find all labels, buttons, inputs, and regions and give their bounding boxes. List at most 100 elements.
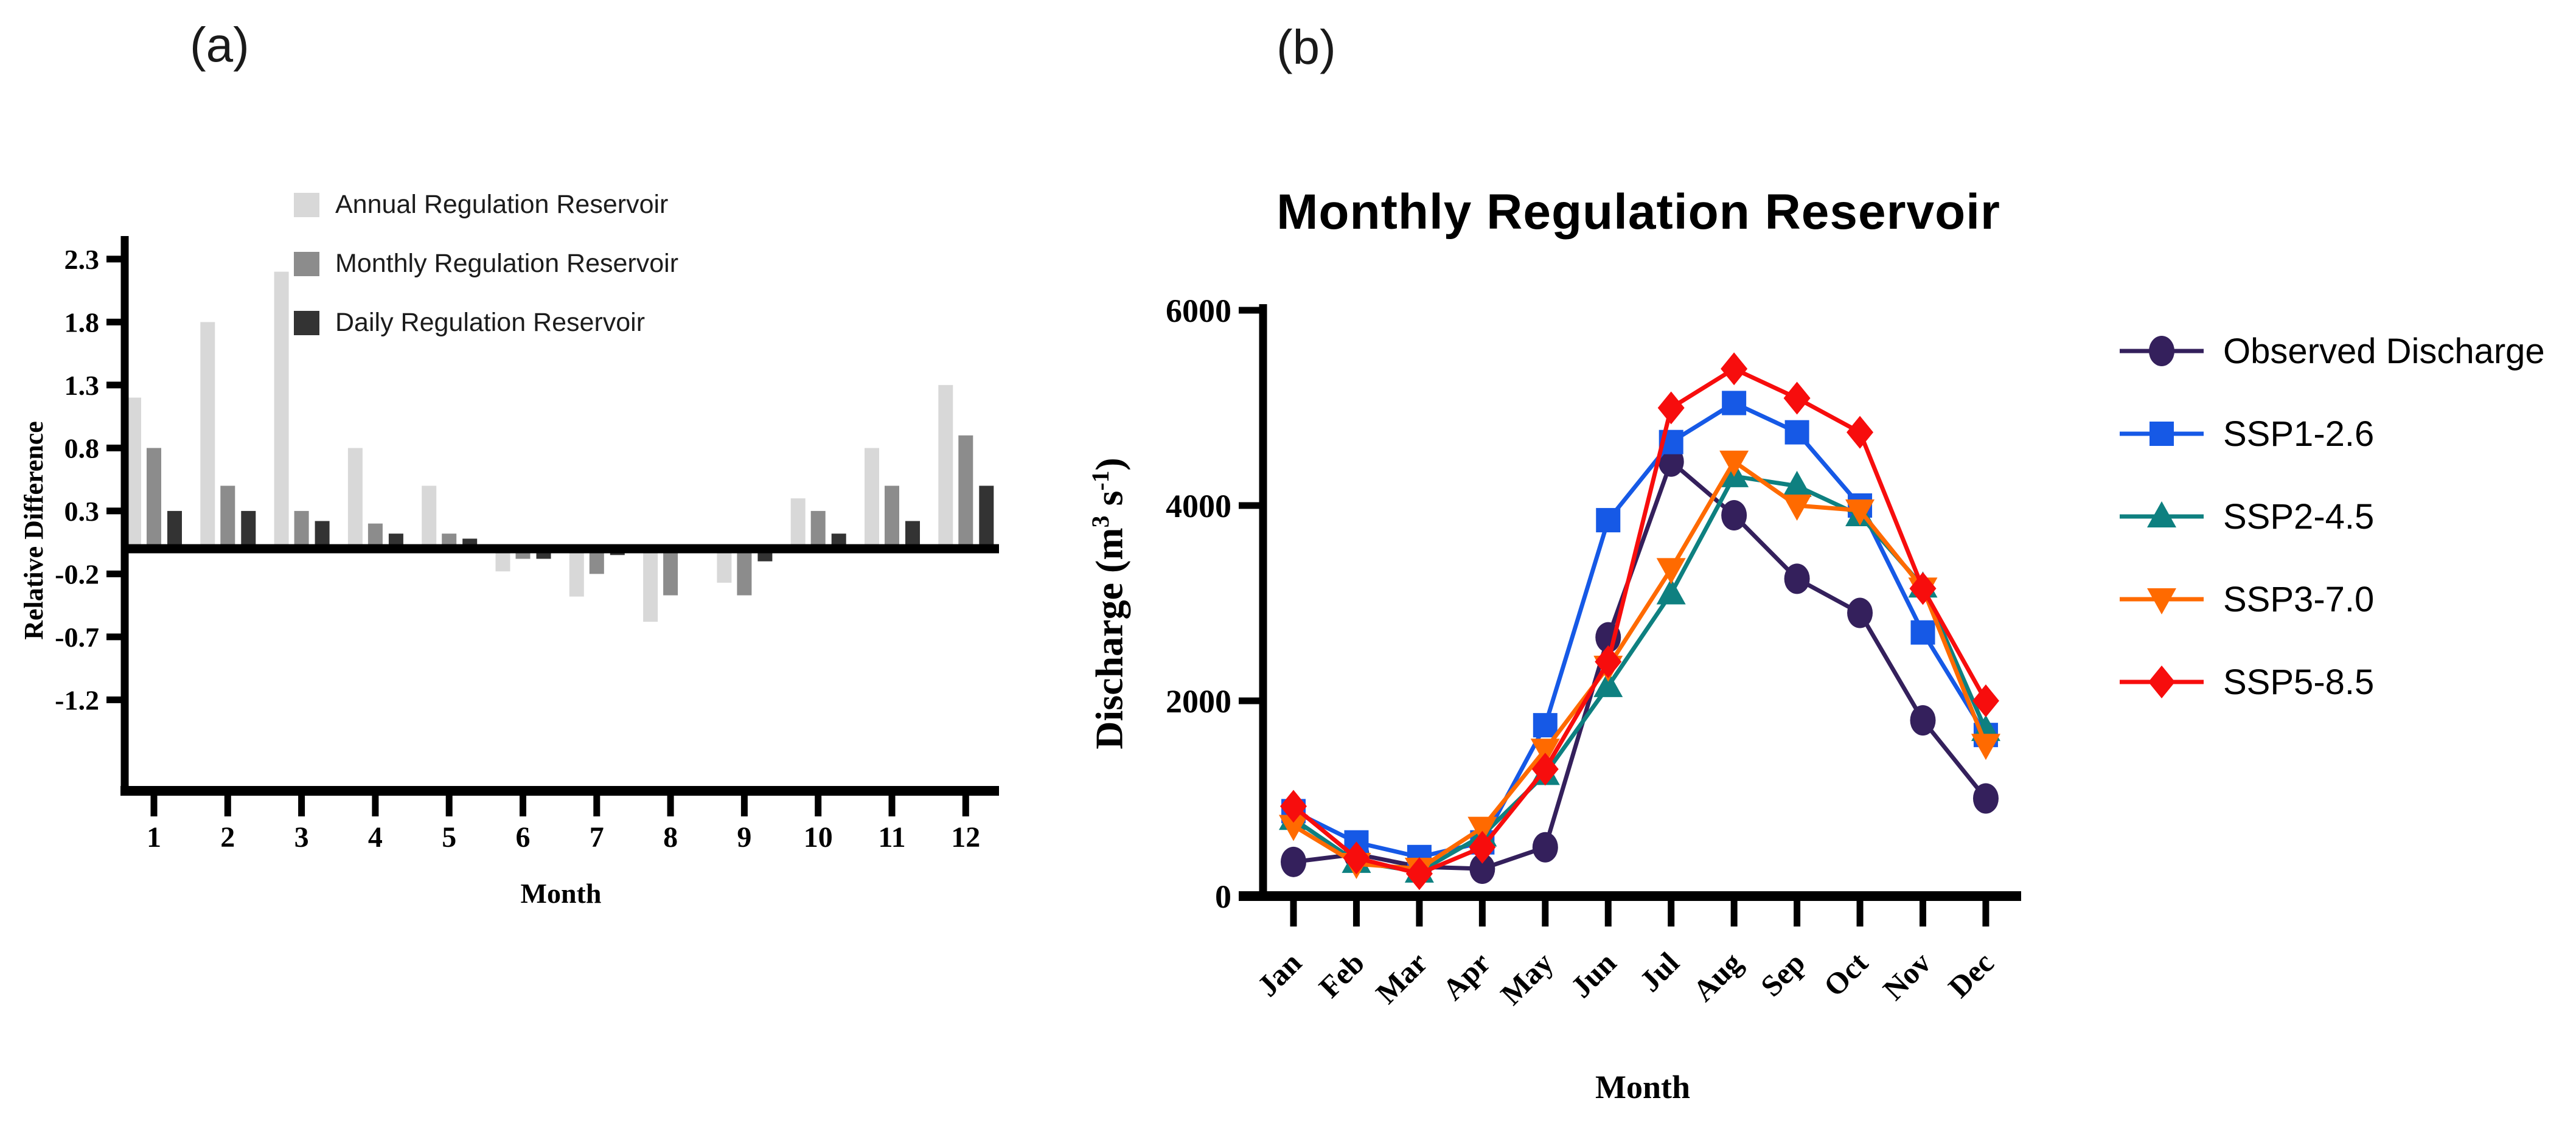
panel-a-plot: 2.31.81.30.80.3-0.2-0.7-1.21 2 3 4 5 6 7 8 9 10 11… [55, 236, 999, 854]
bar [274, 271, 289, 549]
panel-b-title: Monthly Regulation Reservoir [1276, 184, 2000, 240]
data-point-marker [1656, 558, 1686, 585]
legend-item-ssp5-8-5: SSP5-8.5 [2116, 641, 2545, 723]
data-point-marker [1719, 450, 1749, 477]
y-tick-label: -0.7 [55, 622, 99, 653]
x-tick-label: 6 [516, 821, 531, 854]
data-point-marker [1595, 645, 1622, 678]
data-point-marker [1405, 857, 1433, 891]
y-label-text: Discharge (m [1087, 527, 1131, 749]
data-point-marker [1656, 578, 1686, 605]
legend-label: Monthly Regulation Reservoir [335, 249, 679, 278]
bar [294, 510, 309, 549]
y-tick-label: 2000 [1166, 683, 1231, 720]
legend-item-ssp1-2-6: SSP1-2.6 [2116, 392, 2545, 475]
bar [347, 448, 363, 549]
legend-label: Observed Discharge [2223, 331, 2545, 371]
series-line [1293, 457, 1988, 871]
data-point-marker [1722, 391, 1747, 415]
bar [241, 510, 256, 549]
triangle-up-marker-icon [2120, 501, 2204, 527]
data-point-marker [1971, 734, 2000, 760]
bar-series-1 [127, 271, 953, 622]
panel-a-x-axis-title: Month [520, 878, 602, 909]
bar [737, 549, 752, 596]
legend-marker [2148, 666, 2175, 698]
bar [810, 510, 826, 549]
bar [422, 485, 437, 549]
legend-marker [2147, 501, 2176, 527]
y-label-text: s [1087, 490, 1131, 516]
data-point-marker [1910, 705, 1936, 736]
panel-b-tag: (b) [1276, 20, 1336, 74]
legend-label: SSP2-4.5 [2223, 496, 2375, 537]
data-point-marker [1469, 830, 1496, 864]
x-tick-label: 3 [294, 821, 309, 854]
x-tick-label: Jan [1250, 945, 1308, 1003]
data-point-marker [1593, 670, 1623, 697]
bar [220, 485, 235, 549]
data-point-marker [1596, 508, 1621, 533]
legend-item-daily-regulation-reservoir: Daily Regulation Reservoir [294, 293, 678, 352]
panel-a-y-axis-title: Relative Difference [19, 421, 49, 640]
legend-label: SSP3-7.0 [2223, 579, 2375, 619]
x-tick-label: 5 [442, 821, 456, 854]
data-point-marker [1972, 783, 1999, 814]
data-point-marker [1721, 500, 1747, 531]
legend-marker [2149, 336, 2174, 366]
x-tick-label: Feb [1312, 945, 1371, 1004]
line-series-5 [1280, 352, 1999, 891]
data-point-marker [1657, 391, 1685, 425]
data-point-marker [1782, 470, 1812, 497]
data-point-marker [1721, 352, 1748, 386]
bar [127, 397, 141, 549]
legend-swatch-icon [294, 192, 319, 217]
y-tick-label: -1.2 [55, 684, 99, 715]
x-tick-label: 4 [368, 821, 383, 854]
data-point-marker [1532, 832, 1558, 863]
panel-b-x-axis-title: Month [1595, 1069, 1691, 1105]
x-tick-label: 7 [590, 821, 604, 854]
data-point-marker [1279, 815, 1308, 841]
bar [979, 485, 994, 549]
bar [938, 384, 953, 549]
series-line [1292, 458, 1988, 871]
legend-item-annual-regulation-reservoir: Annual Regulation Reservoir [294, 175, 678, 234]
bar [865, 448, 879, 549]
legend-item-ssp2-4-5: SSP2-4.5 [2116, 475, 2545, 558]
data-point-marker [1531, 753, 1559, 786]
x-tick-label: May [1494, 945, 1559, 1011]
diamond-marker-icon [2120, 666, 2204, 698]
panel-a-tag: (a) [190, 18, 249, 72]
data-point-marker [1782, 495, 1812, 521]
panel-a-legend: Annual Regulation Reservoir Monthly Regul… [294, 175, 678, 352]
bar [885, 485, 899, 549]
legend-label: SSP5-8.5 [2223, 662, 2375, 702]
x-tick-label: Apr [1436, 945, 1497, 1006]
bar-series-2 [147, 435, 973, 596]
x-tick-label: 1 [147, 821, 161, 854]
legend-item-observed-discharge: Observed Discharge [2116, 310, 2545, 392]
bar [147, 448, 161, 549]
x-tick-label: Sep [1754, 945, 1812, 1003]
x-tick-label: 12 [951, 821, 980, 854]
data-point-marker [1847, 415, 1874, 449]
legend-swatch-icon [294, 310, 319, 335]
legend-marker [2147, 588, 2176, 614]
y-tick-label: 4000 [1166, 488, 1231, 524]
data-point-marker [1343, 841, 1370, 875]
y-tick-label: 0.8 [64, 433, 100, 464]
bar [905, 521, 920, 549]
x-tick-label: Nov [1876, 945, 1937, 1006]
y-label-sup-minus1: -1 [1087, 470, 1114, 491]
x-tick-label: Dec [1941, 945, 2000, 1004]
x-tick-label: 11 [878, 821, 905, 854]
data-point-marker [1280, 790, 1307, 823]
x-tick-label: Jul [1633, 945, 1686, 998]
data-point-marker [1845, 499, 1875, 526]
bar [167, 510, 182, 549]
data-point-marker [1533, 713, 1558, 738]
